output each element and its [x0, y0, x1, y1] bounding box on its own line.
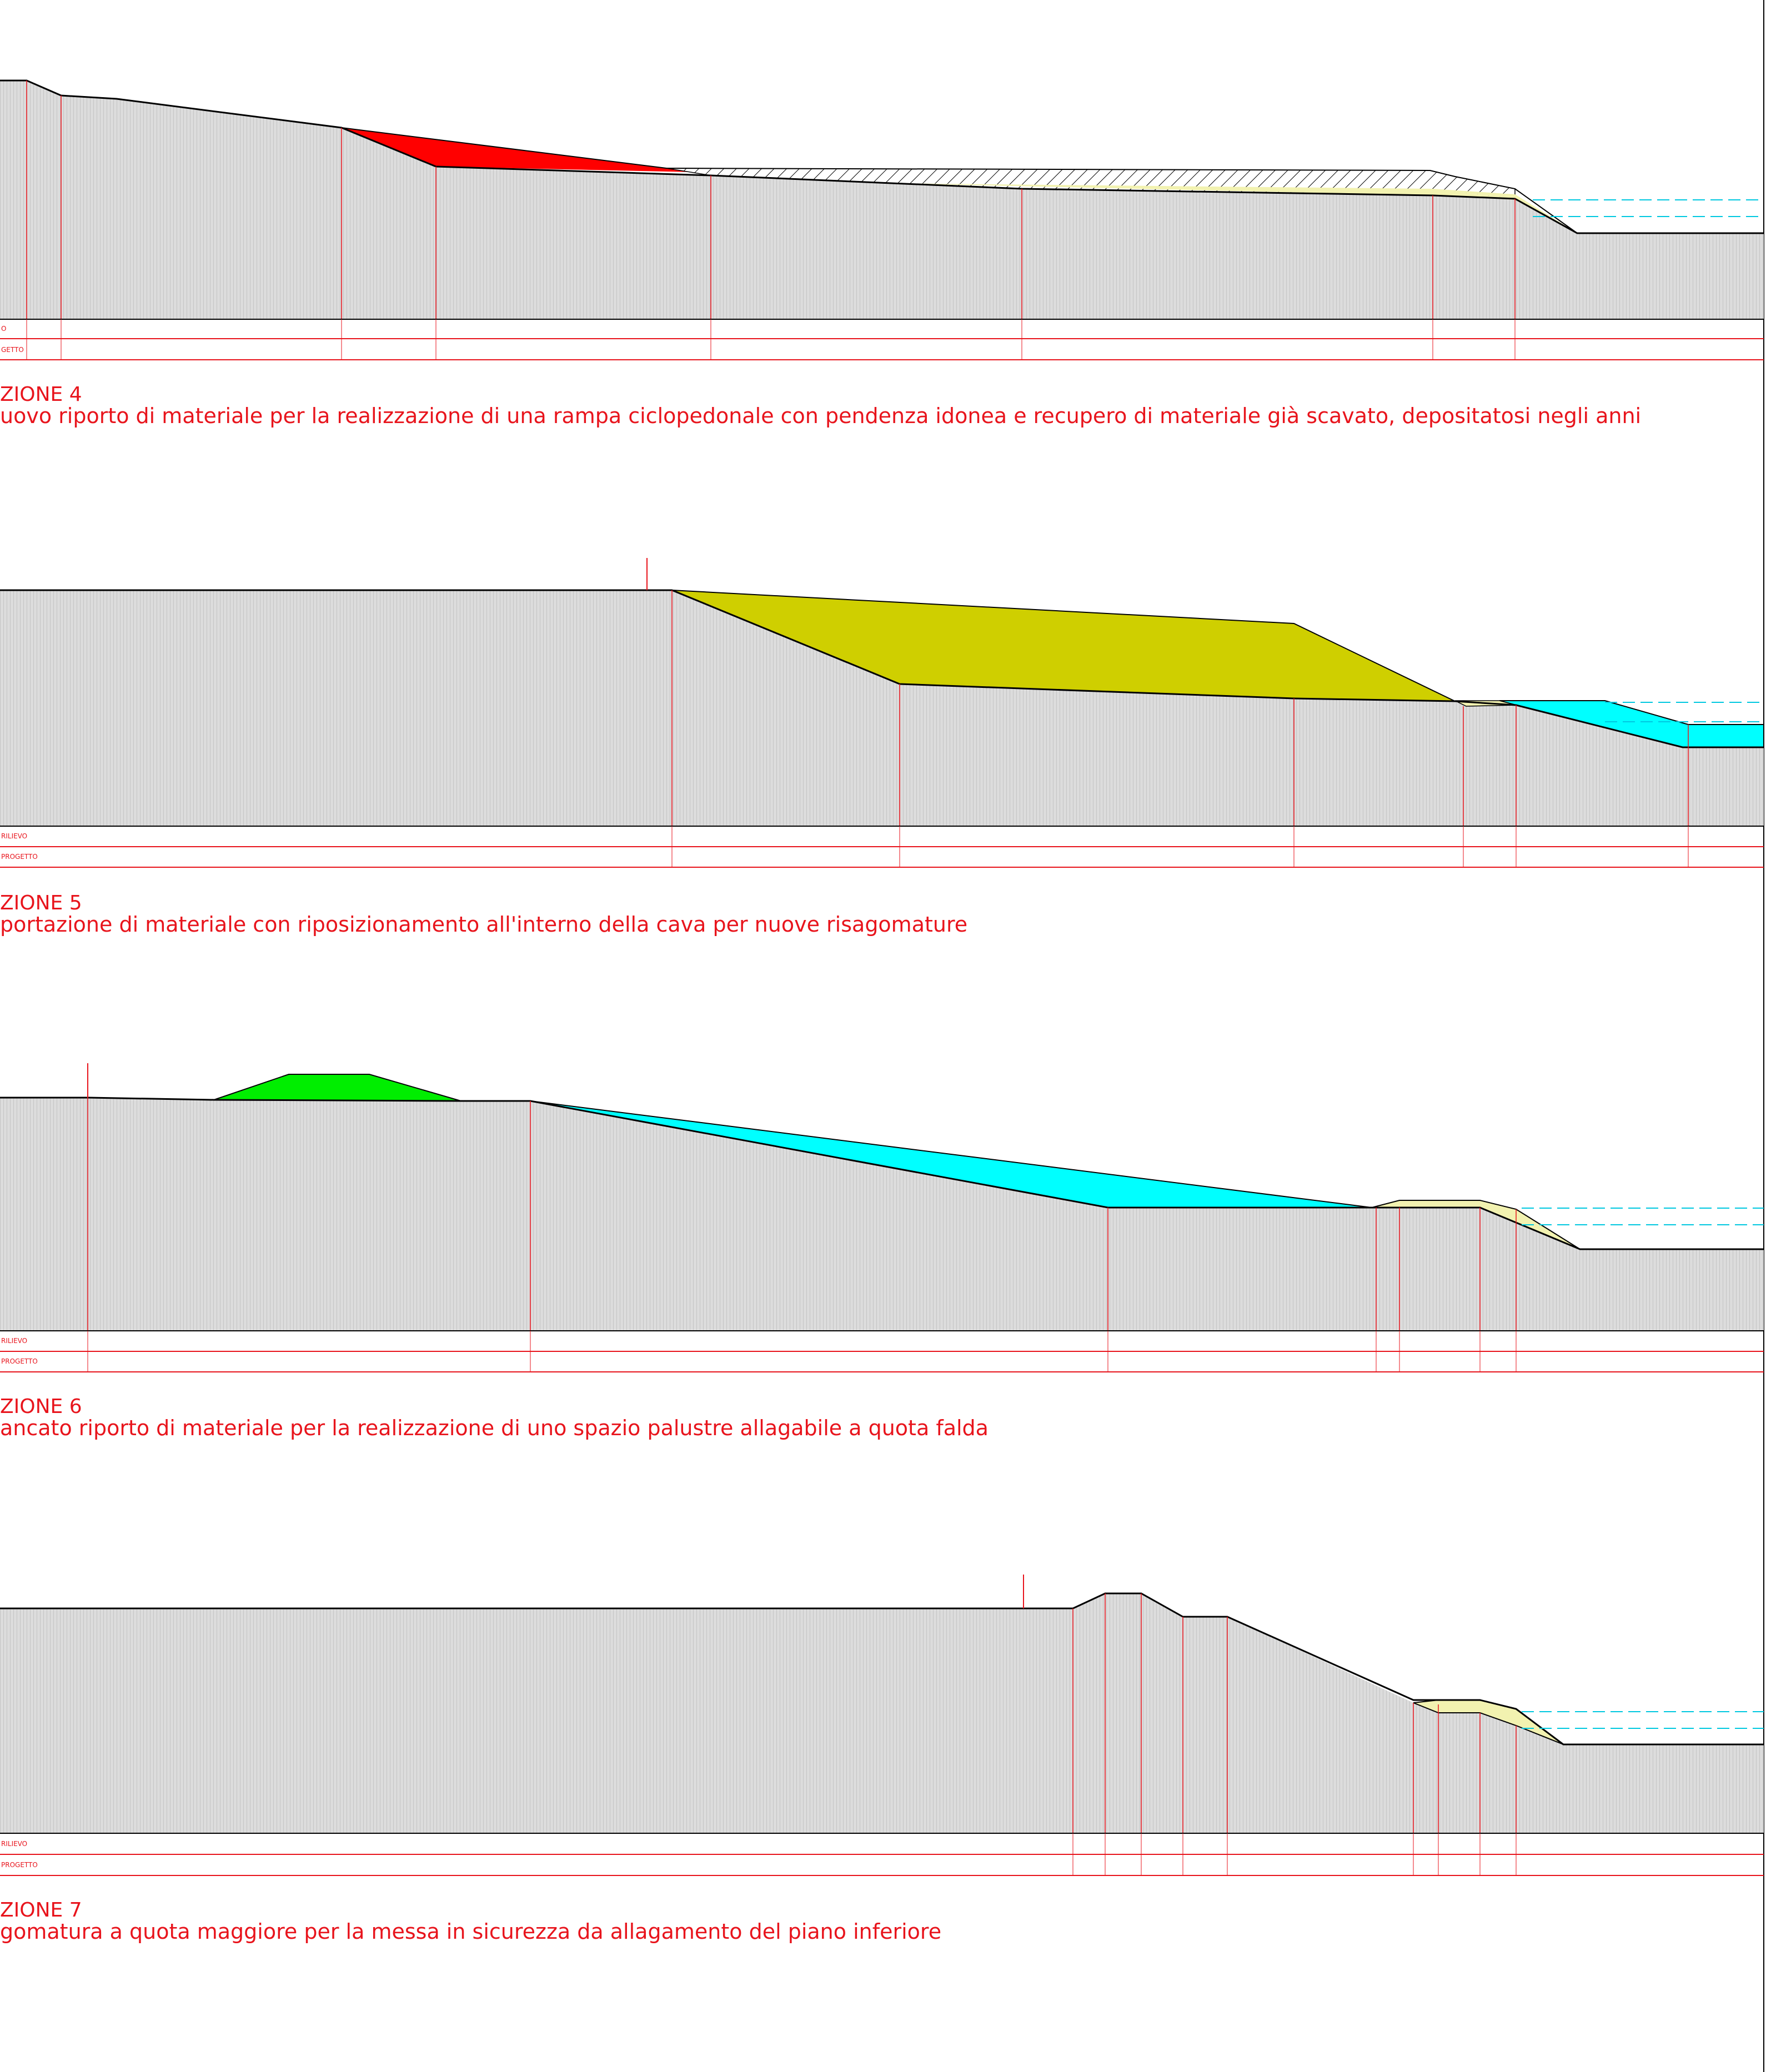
table-rows [0, 1833, 1764, 1876]
fill-area-green [213, 1074, 461, 1102]
section-description: gomatura a quota maggiore per la messa i… [0, 1919, 941, 1944]
section-title: ZIONE 5 [0, 892, 82, 914]
project-line [341, 127, 1578, 234]
water-level-lines [1533, 199, 1764, 217]
ground-profile [0, 81, 1764, 319]
station-lines [26, 81, 1516, 319]
station-lines [87, 1098, 1517, 1331]
section-7: RILIEVO PROGETTO ZIONE 7 gomatura a quot… [0, 1575, 1764, 1944]
section-6: RILIEVO PROGETTO ZIONE 6 ancato riporto … [0, 1063, 1764, 1440]
row-label-progetto: PROGETTO [1, 1861, 38, 1869]
station-lines [1072, 1593, 1517, 1833]
row-label-rilievo: RILIEVO [1, 1840, 27, 1848]
ground-profile [0, 1593, 1764, 1833]
row-label-progetto: PROGETTO [1, 853, 38, 861]
row-label-progetto: GETTO [1, 346, 24, 354]
water-level-lines [1522, 1208, 1764, 1225]
profile-line [0, 589, 1764, 748]
section-description: ancato riporto di materiale per la reali… [0, 1416, 989, 1440]
row-label-rilievo: RILIEVO [1, 832, 27, 840]
row-label-rilievo: O [1, 325, 6, 333]
section-title: ZIONE 7 [0, 1899, 82, 1922]
table-rows [0, 826, 1764, 868]
section-5: RILIEVO PROGETTO ZIONE 5 portazione di m… [0, 558, 1764, 937]
section-title: ZIONE 4 [0, 383, 82, 406]
profile-line [0, 1097, 1764, 1250]
ground-profile [0, 1098, 1764, 1331]
table-rows [0, 319, 1764, 360]
ground-profile [0, 590, 1764, 826]
table-rows [0, 1330, 1764, 1372]
section-title: ZIONE 6 [0, 1395, 82, 1418]
water-level-lines [1522, 1711, 1764, 1729]
section-description: portazione di materiale con riposizionam… [0, 912, 967, 937]
station-lines [671, 590, 1689, 826]
row-label-progetto: PROGETTO [1, 1357, 38, 1365]
section-4: O GETTO ZIONE 4 uovo riporto di material… [0, 79, 1764, 428]
profile-line [0, 79, 1764, 234]
water-level-lines [1605, 702, 1764, 722]
section-description: uovo riporto di materiale per la realizz… [0, 404, 1641, 428]
row-label-rilievo: RILIEVO [1, 1337, 27, 1345]
